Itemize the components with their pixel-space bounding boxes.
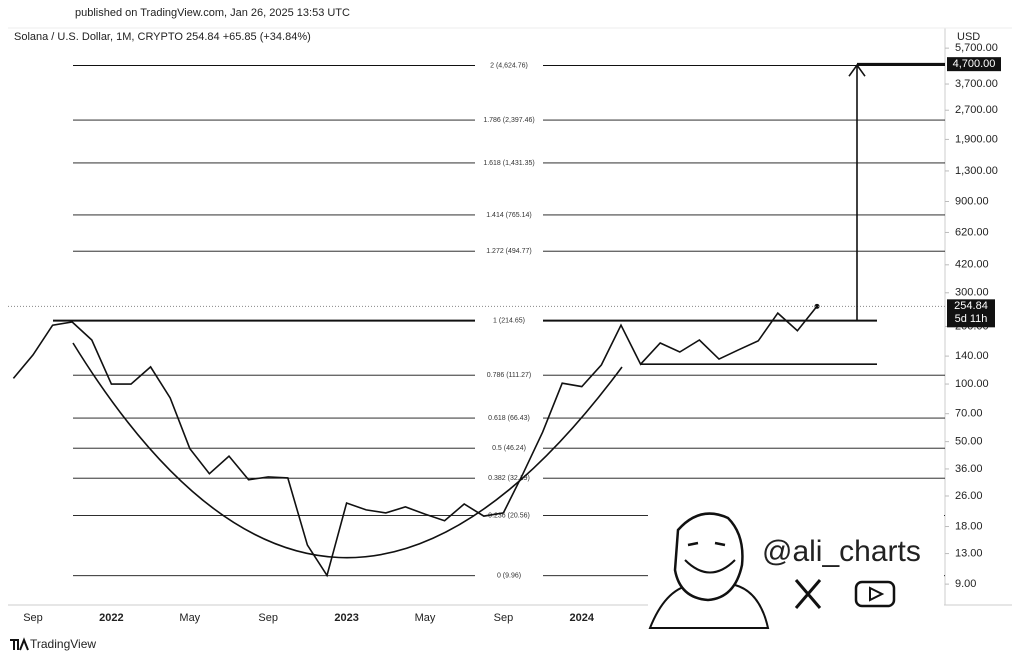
x-tick-label: Sep [23, 612, 43, 624]
fib-label-bg [475, 316, 543, 325]
x-tick-label: 2022 [99, 612, 123, 624]
avatar-block: @ali_charts [648, 505, 944, 630]
fib-label-bg [475, 61, 543, 70]
fib-label-bg [475, 371, 543, 380]
y-tick-label: 300.00 [955, 287, 989, 299]
target-tag-bg [947, 57, 1001, 72]
symbol-info: Solana / U.S. Dollar, 1M, CRYPTO 254.84 … [14, 31, 311, 43]
y-tick-label: 5,700.00 [955, 42, 998, 54]
cup-curve [72, 342, 623, 559]
y-tick-label: 70.00 [955, 408, 983, 420]
last-point [814, 303, 820, 309]
avatar-eyes [687, 541, 726, 547]
x-tick-label: Sep [258, 612, 278, 624]
fib-label: 0.786 (111.27) [487, 372, 532, 379]
fib-label: 1 (214.65) [493, 317, 525, 324]
fib-label: 1.414 (765.14) [486, 212, 532, 219]
fib-label-bg [475, 571, 543, 580]
currency: USD [957, 31, 980, 43]
fib-label: 1.618 (1,431.35) [483, 160, 534, 167]
logo-icon [10, 637, 29, 651]
y-tick-label: 100.00 [955, 378, 989, 390]
fib-label-bg [475, 511, 543, 520]
y-tick-label: 1,300.00 [955, 165, 998, 177]
y-tick-label: 18.00 [955, 520, 983, 532]
fib-label: 1.272 (494.77) [486, 248, 532, 255]
y-tick-label: 420.00 [955, 259, 989, 271]
publish-info: published on TradingView.com, Jan 26, 20… [75, 7, 350, 19]
y-tick-label: 900.00 [955, 195, 989, 207]
y-tick-label: 26.00 [955, 490, 983, 502]
y-tick-label: 620.00 [955, 226, 989, 238]
fib-label-bg [475, 474, 543, 483]
fib-label-bg [475, 444, 543, 453]
y-tick-label: 50.00 [955, 436, 983, 448]
avatar-head [673, 512, 744, 602]
youtube-play [869, 586, 885, 602]
countdown: 5d 11h [955, 313, 988, 325]
price-line [12, 305, 818, 578]
y-tick-label: 3,700.00 [955, 78, 998, 90]
fib-label: 0.382 (32.19) [488, 475, 530, 482]
x-tick-label: 2024 [570, 612, 595, 624]
youtube-icon [854, 580, 896, 608]
x-icon [794, 579, 822, 609]
x-tick-label: Sep [494, 612, 514, 624]
fib-label: 0.618 (66.43) [488, 415, 530, 422]
y-tick-label: 9.00 [955, 578, 976, 590]
fib-label: 0.236 (20.56) [488, 512, 530, 519]
avatar-smile [684, 559, 736, 574]
y-tick-label: 1,900.00 [955, 133, 998, 145]
target-tag: 4,700.00 [953, 58, 996, 70]
price-tag: 254.84 [954, 300, 988, 312]
x-tick-label: 2023 [334, 612, 358, 624]
price-tag-bg [947, 299, 995, 328]
y-tick-label: 2,700.00 [955, 104, 998, 116]
x-tick-label: May [179, 612, 200, 624]
y-tick-label: 140.00 [955, 350, 989, 362]
y-tick-label: 36.00 [955, 463, 983, 475]
fib-label-bg [475, 414, 543, 423]
y-tick-label: 13.00 [955, 547, 983, 559]
x-tick-label: May [415, 612, 436, 624]
fib-label: 0 (9.96) [497, 573, 521, 580]
fib-label: 0.5 (46.24) [492, 445, 526, 452]
fib-label-bg [475, 210, 543, 219]
fib-label: 2 (4,624.76) [490, 62, 528, 69]
fib-label: 1.786 (2,397.46) [483, 117, 534, 124]
fib-label-bg [475, 247, 543, 256]
fib-label-bg [475, 158, 543, 167]
plot: 5,700.00 3,700.00 2,700.00 1,900.00 1,300.00… [8, 42, 1001, 624]
watermark: @ali_charts [762, 535, 921, 568]
source: TradingView [30, 637, 96, 651]
fib-label-bg [475, 116, 543, 125]
